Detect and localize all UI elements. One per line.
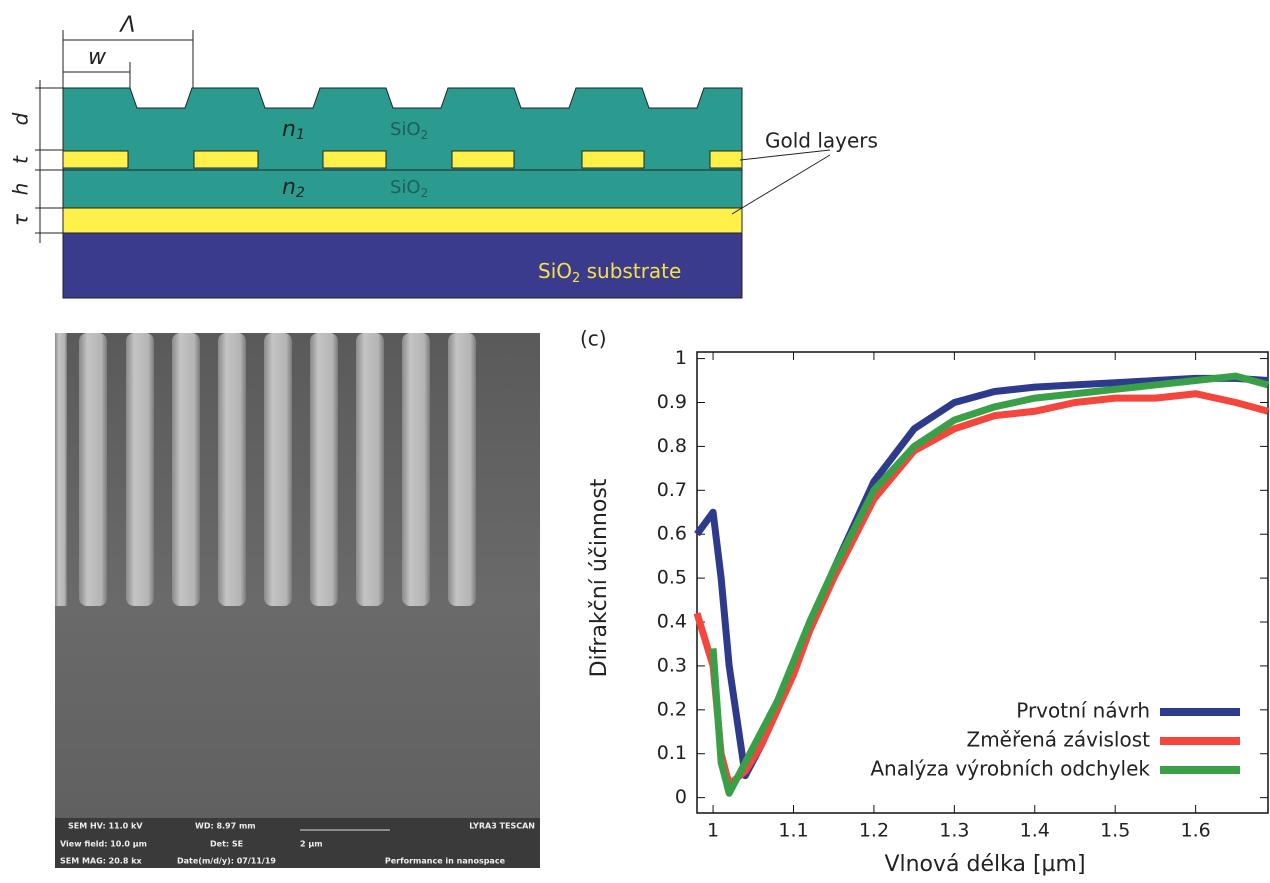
page: Λ w d t h τ n1 n2 SiO2 SiO2 Gold layers …	[0, 0, 1270, 883]
n1-index: 1	[296, 127, 305, 143]
gold-strip	[63, 151, 128, 168]
substrate-label: SiO2 substrate	[538, 259, 681, 286]
gold-layers-label: Gold layers	[765, 129, 878, 153]
t-label: t	[9, 155, 33, 164]
substrate-base: SiO	[538, 259, 572, 283]
sio2-sub: 2	[421, 186, 429, 200]
x-tick-label: 1.6	[1181, 820, 1211, 842]
y-tick-label: 0	[675, 786, 687, 808]
sio2-base: SiO	[390, 119, 421, 140]
n1-symbol: n	[282, 117, 296, 142]
gold-strip	[582, 151, 644, 168]
panel-label: (c)	[580, 327, 607, 351]
chart: (c) Vlnová délka [µm] Difrakční účinnost…	[580, 327, 1268, 878]
sem-image: SEM HV: 11.0 kV WD: 8.97 mm LYRA3 TESCAN…	[55, 333, 540, 868]
sem-info: SEM HV: 11.0 kV	[68, 822, 143, 831]
gold-strip	[194, 151, 258, 168]
gold-strip	[323, 151, 386, 168]
h-label: h	[9, 183, 33, 196]
legend-label: Změřená závislost	[967, 728, 1151, 752]
x-axis-title: Vlnová délka [µm]	[884, 852, 1085, 877]
legend-label: Analýza výrobních odchylek	[870, 757, 1150, 781]
x-tick-label: 1.3	[939, 820, 969, 842]
y-tick-label: 0.3	[657, 654, 687, 676]
data-line	[697, 378, 1268, 775]
y-tick-label: 0.6	[657, 523, 687, 545]
legend-label: Prvotní návrh	[1016, 699, 1150, 723]
n2-symbol: n	[282, 175, 296, 200]
sio2-sub: 2	[421, 128, 429, 142]
gold-layer	[63, 208, 742, 233]
sio2-base: SiO	[390, 177, 421, 198]
x-tick-label: 1.4	[1020, 820, 1050, 842]
width-label: w	[88, 45, 107, 70]
y-tick-label: 0.7	[657, 479, 687, 501]
substrate-rest: substrate	[580, 259, 681, 283]
x-tick-label: 1.5	[1100, 820, 1130, 842]
y-tick-label: 0.8	[657, 435, 687, 457]
sem-info: WD: 8.97 mm	[195, 822, 256, 831]
y-tick-label: 0.1	[657, 742, 687, 764]
substrate-sub: 2	[572, 271, 580, 286]
sem-info: Det: SE	[210, 840, 243, 849]
y-tick-label: 0.5	[657, 567, 687, 589]
sem-info: 2 µm	[300, 840, 323, 849]
sem-info: Performance in nanospace	[385, 857, 506, 866]
figure: Λ w d t h τ n1 n2 SiO2 SiO2 Gold layers …	[0, 0, 1270, 883]
y-tick-label: 0.9	[657, 391, 687, 413]
x-tick-label: 1	[707, 820, 719, 842]
tau-label: τ	[9, 213, 33, 226]
gold-strip	[452, 151, 514, 168]
y-tick-label: 0.2	[657, 698, 687, 720]
y-tick-label: 0.4	[657, 611, 687, 633]
y-axis-title: Difrakční účinnost	[587, 478, 612, 677]
sem-info: View field: 10.0 µm	[60, 840, 147, 849]
sem-info: Date(m/d/y): 07/11/19	[177, 857, 276, 866]
layer-diagram: Λ w d t h τ n1 n2 SiO2 SiO2 Gold layers …	[9, 13, 878, 298]
sem-info: SEM MAG: 20.8 kx	[60, 857, 143, 866]
gold-strip	[710, 151, 742, 168]
period-label: Λ	[118, 13, 135, 38]
y-tick-label: 1	[675, 347, 687, 369]
data-line	[697, 394, 1268, 785]
x-tick-label: 1.2	[859, 820, 889, 842]
d-label: d	[9, 112, 33, 125]
x-tick-label: 1.1	[778, 820, 808, 842]
n2-index: 2	[296, 185, 305, 201]
sem-info: LYRA3 TESCAN	[469, 822, 535, 831]
